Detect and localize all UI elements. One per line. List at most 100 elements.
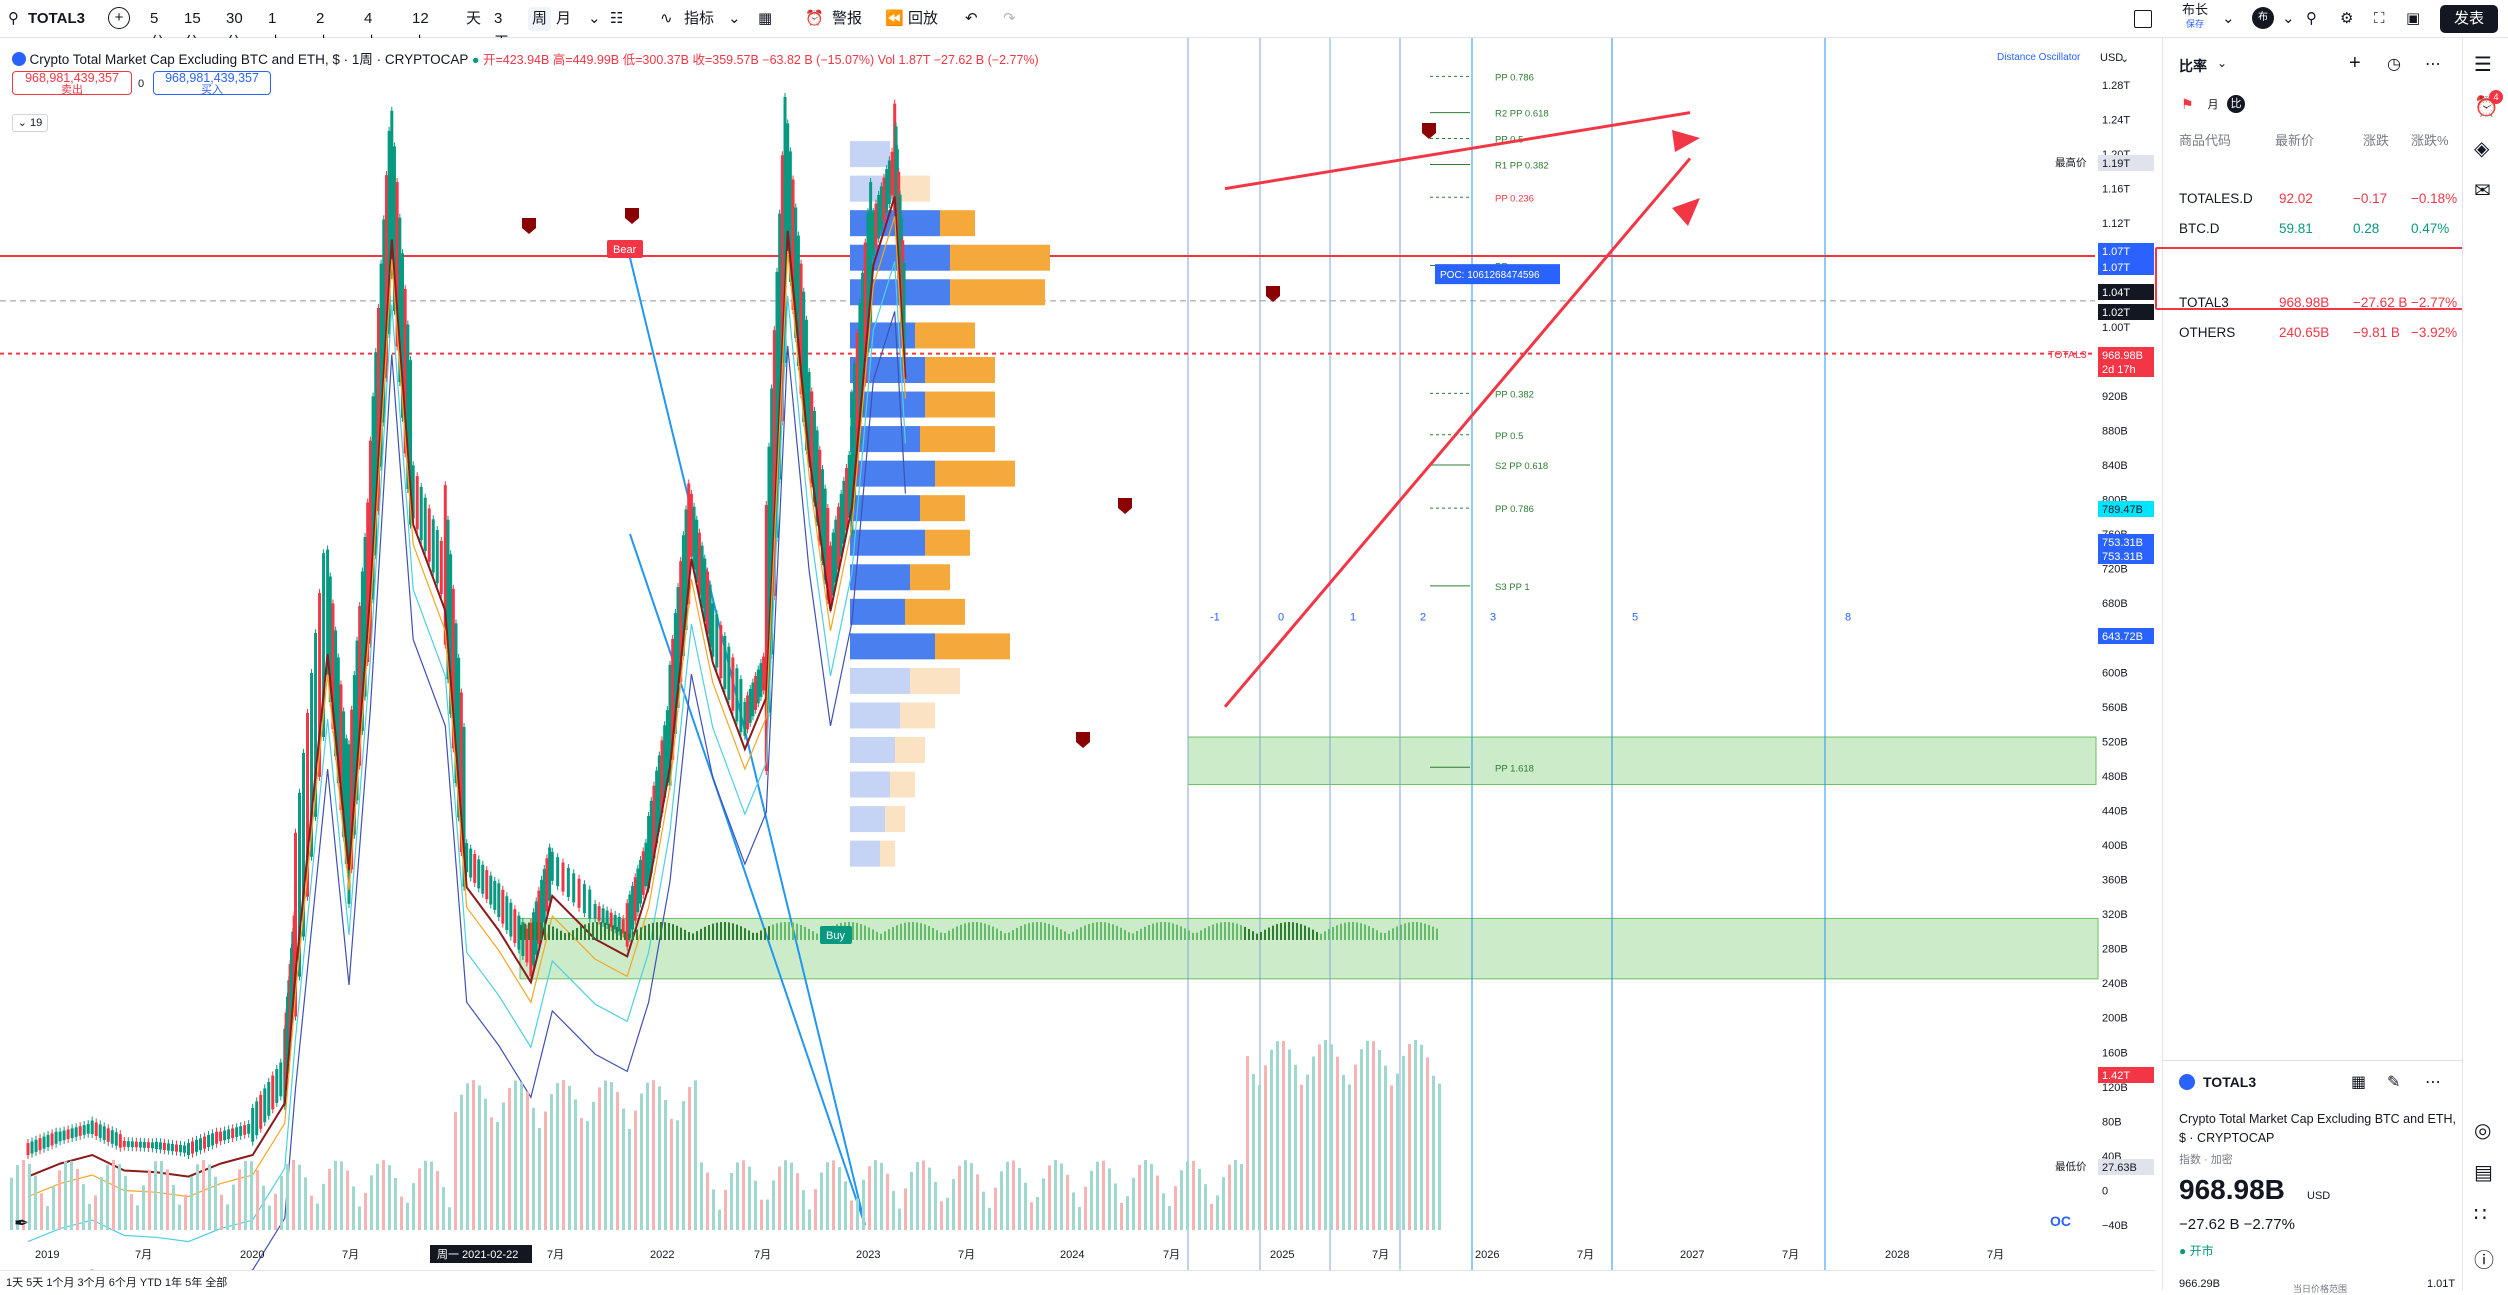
fullscreen-icon[interactable]: ⛶ — [2374, 10, 2385, 27]
watchlist-row[interactable]: TOTAL3 968.98B −27.62 B −2.77% — [2163, 288, 2463, 318]
volume-profile-bar — [850, 840, 880, 867]
candle-body — [485, 870, 489, 900]
help-icon[interactable]: ⓘ — [2474, 1250, 2494, 1272]
interval-1[interactable]: 15分 — [184, 10, 201, 51]
interval-3[interactable]: 1小时 — [268, 10, 283, 75]
price-chart[interactable]: -1 0 1 2 3 5 8 PP 0.786 R2 PP 0.618 PP 0.5 R1 PP 0… — [0, 38, 2155, 1270]
replay-button[interactable]: 回放 — [908, 10, 939, 27]
interval-0[interactable]: 5分 — [150, 10, 165, 51]
osc-bar — [560, 930, 562, 940]
templates-icon[interactable]: ▦ — [758, 10, 773, 27]
avatar[interactable]: 布 — [2252, 7, 2274, 29]
publish-button[interactable]: 发表 — [2440, 5, 2498, 33]
watchlist-title[interactable]: 比率 — [2179, 58, 2207, 74]
trend-line-blue — [629, 533, 866, 1226]
alert-button[interactable]: 警报 — [832, 10, 863, 27]
chevron-down-icon[interactable]: ⌄ — [2120, 53, 2130, 65]
volume-bar — [166, 1169, 169, 1230]
quick-search-icon[interactable]: ⚲ — [2306, 10, 2317, 27]
interval-8[interactable]: 3天 — [494, 10, 509, 51]
interval-10[interactable]: 月 — [556, 10, 572, 27]
layout-save-status: 保存 — [2186, 19, 2205, 29]
symbol-button[interactable]: TOTAL3 — [28, 10, 85, 27]
layers-icon[interactable]: ◈ — [2474, 138, 2490, 160]
candle-body — [371, 396, 375, 600]
chat-icon[interactable]: ✉ — [2474, 180, 2491, 202]
target-icon[interactable]: ◎ — [2474, 1120, 2492, 1142]
osc-bar — [1424, 923, 1426, 940]
watchlist-icon[interactable]: ☰ — [2474, 54, 2492, 76]
undo-icon[interactable]: ↶ — [965, 10, 978, 27]
watchlist-row[interactable]: OTHERS 240.65B −9.81 B −3.92% — [2163, 318, 2463, 348]
col-change-pct[interactable]: 涨跌% — [2411, 133, 2449, 148]
interval-7[interactable]: 天 — [466, 10, 482, 27]
osc-bar — [652, 922, 654, 940]
more-icon[interactable]: ⋯ — [2425, 1074, 2441, 1091]
chart-area[interactable]: -1 0 1 2 3 5 8 PP 0.786 R2 PP 0.618 PP 0.5 R1 PP 0… — [0, 38, 2155, 1270]
alert-icon[interactable]: ⏰ — [805, 10, 824, 27]
watchlist-row[interactable]: TOTALES.D 92.02 −0.17 −0.18% — [2163, 184, 2463, 214]
candle-body — [847, 454, 851, 518]
interval-2[interactable]: 30分 — [226, 10, 243, 51]
volume-bar — [1024, 1182, 1027, 1230]
currency-label[interactable]: USD — [2100, 52, 2124, 64]
interval-9[interactable]: 周 — [528, 7, 552, 31]
more-icon[interactable]: ⋯ — [2425, 56, 2441, 73]
chevron-down-icon[interactable]: ⌄ — [2282, 10, 2295, 27]
buy-button[interactable]: 968,981,439,357 买入 — [153, 71, 271, 96]
osc-bar — [728, 922, 730, 940]
osc-bar — [876, 931, 878, 940]
candle-body — [142, 1142, 146, 1148]
flag-icon[interactable]: ⚑ — [2181, 96, 2194, 112]
indicators-button[interactable]: 指标 — [684, 10, 715, 27]
edit-icon[interactable]: ✎ — [2387, 1074, 2401, 1091]
osc-bar — [756, 932, 758, 940]
osc-bar — [1052, 925, 1054, 940]
detail-symbol[interactable]: TOTAL3 — [2203, 1074, 2257, 1090]
y-tick-label: 320B — [2102, 909, 2128, 921]
settings-icon[interactable]: ⚙ — [2340, 10, 2354, 27]
indicators-icon[interactable]: ∿ — [660, 10, 673, 27]
tab-month[interactable]: 月 — [2207, 99, 2219, 111]
sell-button[interactable]: 968,981,439,357 卖出 — [12, 71, 132, 96]
clock-icon[interactable]: ◷ — [2387, 56, 2401, 73]
osc-bar — [1280, 922, 1282, 940]
price-tag-value: 1.19T — [2102, 158, 2130, 170]
range-tabs[interactable]: 1天 5天 1个月 3个月 6个月 YTD 1年 5年 全部 — [6, 1277, 228, 1289]
dots-grid-icon[interactable]: ∷ — [2474, 1204, 2487, 1226]
indicators-collapse-button[interactable]: ⌄ 19 — [12, 114, 48, 132]
col-change[interactable]: 涨跌 — [2363, 133, 2390, 148]
chart-type-icon[interactable]: ☷ — [610, 10, 624, 27]
candle-body — [42, 1136, 46, 1149]
interval-5[interactable]: 4小时 — [364, 10, 379, 75]
volume-bar — [232, 1184, 235, 1230]
symbol-logo-icon — [2179, 1074, 2195, 1090]
calendar-icon[interactable]: ▤ — [2474, 1162, 2493, 1184]
oc-label-icon: OC — [2050, 1213, 2071, 1229]
watchlist-row[interactable]: BTC.D 59.81 0.28 0.47% — [2163, 214, 2463, 244]
grid-icon[interactable]: ▦ — [2351, 1074, 2367, 1091]
replay-icon[interactable]: ⏪ — [885, 10, 904, 27]
tab-ratio[interactable]: 比 — [2227, 95, 2245, 113]
chevron-down-icon[interactable]: ⌄ — [2217, 56, 2228, 70]
fullscreen-checkbox-icon[interactable] — [2134, 10, 2152, 28]
chevron-down-icon[interactable]: ⌄ — [728, 10, 741, 27]
col-symbol[interactable]: 商品代码 — [2179, 133, 2232, 148]
interval-6[interactable]: 12小时 — [412, 10, 429, 75]
volume-bar — [1420, 1044, 1423, 1230]
y-tick-label: 920B — [2102, 391, 2128, 403]
chevron-down-icon[interactable]: ⌄ — [2222, 10, 2235, 27]
camera-icon[interactable]: ▣ — [2406, 10, 2421, 27]
search-icon[interactable]: ⚲ — [8, 10, 19, 27]
col-last[interactable]: 最新价 — [2275, 133, 2315, 148]
add-icon[interactable]: + — [2349, 52, 2361, 74]
redo-icon[interactable]: ↷ — [1003, 10, 1016, 27]
interval-4[interactable]: 2小时 — [316, 10, 331, 75]
volume-bar — [94, 1195, 97, 1230]
layout-name[interactable]: 布长 — [2182, 2, 2209, 17]
legend-title[interactable]: Crypto Total Market Cap Excluding BTC an… — [29, 52, 469, 67]
candle-body — [102, 1126, 106, 1140]
add-symbol-icon[interactable]: + — [108, 7, 130, 29]
volume-bar — [1300, 1084, 1303, 1230]
chevron-down-icon[interactable]: ⌄ — [588, 10, 601, 27]
